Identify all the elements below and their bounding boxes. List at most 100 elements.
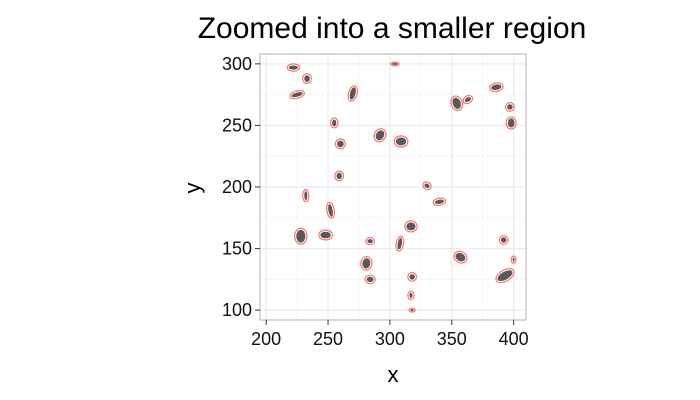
cell-blob [409,292,413,299]
fit-ellipse [373,128,387,143]
cell-blob [501,237,507,243]
cell-blob [328,204,333,217]
cell-blob [367,239,373,244]
data-point [432,197,447,207]
x-axis: 200 250 300 350 400 [251,320,529,349]
data-point [302,73,312,85]
cell-blob [337,140,344,148]
cell-blob [464,97,471,103]
x-tick-label: 200 [251,329,281,349]
fit-ellipse [422,181,432,191]
cell-blob [349,87,356,100]
data-point [334,170,345,182]
y-tick-label: 200 [222,177,252,197]
cell-blob [512,257,515,262]
data-point [510,255,517,264]
fit-ellipse [334,138,346,150]
fit-ellipse [505,116,517,130]
fit-ellipse [393,135,409,148]
fit-ellipse [334,170,345,182]
data-point [365,236,376,246]
cell-blob [397,237,403,250]
fit-ellipse [404,220,418,233]
fit-ellipse [395,235,405,252]
y-tick-label: 150 [222,239,252,259]
fit-ellipse [302,73,312,85]
fit-ellipse [329,117,339,129]
data-point [505,116,517,130]
data-point [488,82,504,93]
cell-blob [366,276,374,283]
data-point [407,290,415,301]
data-point [389,61,400,67]
data-points [286,61,517,313]
data-point [329,117,339,129]
cell-blob [455,252,466,262]
cell-blob [375,130,385,141]
data-point [302,188,310,203]
data-point [334,138,346,150]
data-point [404,220,418,233]
cell-blob [507,104,513,110]
fit-ellipse [289,89,305,100]
data-point [395,235,405,252]
cell-blob [452,97,461,109]
data-point [462,94,474,105]
fit-ellipse [364,274,376,285]
fit-ellipse [432,197,447,207]
fit-ellipse [450,95,464,112]
data-point [407,271,418,282]
x-axis-label: x [388,362,399,387]
data-point [286,63,301,72]
x-tick-label: 350 [437,329,467,349]
chart-title: Zoomed into a smaller region [198,12,587,45]
cell-blob [507,118,515,128]
cell-blob [304,75,310,82]
y-axis-label: y [180,183,205,194]
y-tick-label: 250 [222,115,252,135]
fit-ellipse [504,102,515,112]
fit-ellipse [488,82,504,93]
fit-ellipse [360,256,373,271]
cell-blob [304,191,308,201]
data-point [289,89,305,100]
cell-blob [332,119,337,127]
cell-blob [410,309,414,312]
data-point [364,274,376,285]
data-point [294,227,308,245]
data-point [498,235,509,245]
cell-blob [491,84,502,91]
fit-ellipse [408,307,416,313]
y-tick-label: 300 [222,54,252,74]
data-point [373,128,387,143]
fit-ellipse [389,61,400,67]
cell-blob [320,231,331,239]
fit-ellipse [347,84,359,102]
data-point [450,95,464,112]
cell-blob [497,270,513,282]
data-point [326,201,336,219]
fit-ellipse [407,271,418,282]
fit-ellipse [495,268,515,284]
cell-blob [395,137,407,146]
cell-blob [336,172,342,180]
fit-ellipse [318,229,333,241]
fit-ellipse [462,94,474,105]
cell-blob [409,274,415,280]
cell-blob [362,258,371,269]
data-point [453,250,468,264]
cell-blob [392,62,398,65]
data-point [393,135,409,148]
fit-ellipse [453,250,468,264]
fit-ellipse [510,255,517,264]
data-point [347,84,359,102]
data-point [408,307,416,313]
fit-ellipse [407,290,415,301]
data-point [318,229,333,241]
fit-ellipse [302,188,310,203]
fit-ellipse [294,227,308,245]
fit-ellipse [365,236,376,246]
cell-blob [296,229,306,243]
y-tick-label: 100 [222,300,252,320]
